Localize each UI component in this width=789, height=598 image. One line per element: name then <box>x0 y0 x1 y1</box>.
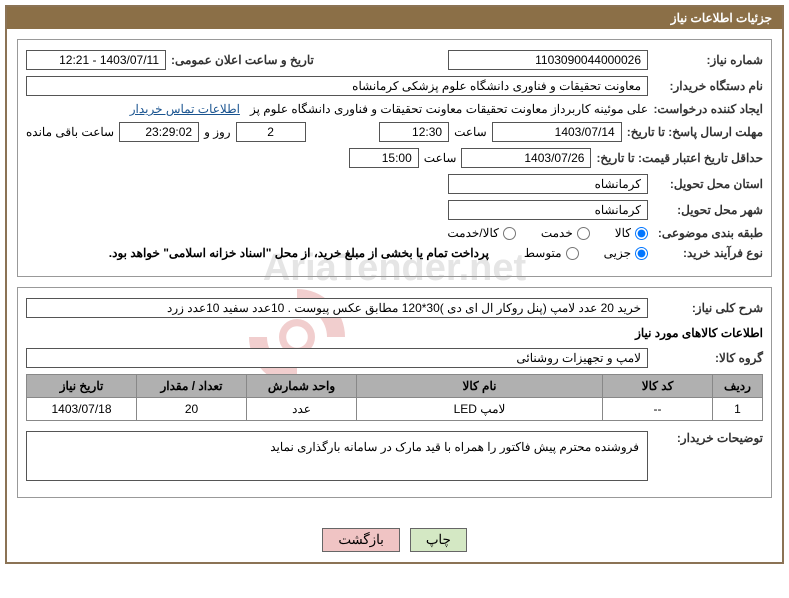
validity-time-field: 15:00 <box>349 148 419 168</box>
row-process: نوع فرآیند خرید: جزیی متوسط پرداخت تمام … <box>26 246 763 260</box>
form-main: شماره نیاز: 1103090044000026 تاریخ و ساع… <box>17 39 772 277</box>
radio-medium-input[interactable] <box>566 247 579 260</box>
items-title: اطلاعات کالاهای مورد نیاز <box>26 326 763 340</box>
cell-name: لامپ LED <box>357 398 603 421</box>
radio-goods-input[interactable] <box>635 227 648 240</box>
button-row: چاپ بازگشت <box>7 518 782 562</box>
row-province: استان محل تحویل: کرمانشاه <box>26 174 763 194</box>
contact-link[interactable]: اطلاعات تماس خریدار <box>130 102 240 116</box>
radio-partial-input[interactable] <box>635 247 648 260</box>
radio-goods[interactable]: کالا <box>615 226 648 240</box>
table-body: 1--لامپ LEDعدد201403/07/18 <box>27 398 763 421</box>
province-field: کرمانشاه <box>448 174 648 194</box>
back-button[interactable]: بازگشت <box>322 528 400 552</box>
page-title: جزئیات اطلاعات نیاز <box>671 11 772 25</box>
cell-date: 1403/07/18 <box>27 398 137 421</box>
radio-service-input[interactable] <box>577 227 590 240</box>
radio-both[interactable]: کالا/خدمت <box>447 226 515 240</box>
time-label-2: ساعت <box>424 151 457 165</box>
th-row: ردیف <box>713 375 763 398</box>
row-group: گروه کالا: لامپ و تجهیزات روشنائی <box>26 348 763 368</box>
deadline-time-field: 12:30 <box>379 122 449 142</box>
deadline-date-field: 1403/07/14 <box>492 122 622 142</box>
requester-value: علی موئینه کاربرداز معاونت تحقیقات معاون… <box>250 102 648 116</box>
main-container: جزئیات اطلاعات نیاز AriaTender.net شماره… <box>5 5 784 564</box>
province-label: استان محل تحویل: <box>653 177 763 191</box>
process-radio-group: جزیی متوسط <box>524 246 648 260</box>
days-field: 2 <box>236 122 306 142</box>
time-label-1: ساعت <box>454 125 487 139</box>
city-field: کرمانشاه <box>448 200 648 220</box>
cell-row: 1 <box>713 398 763 421</box>
row-buyer-notes: توضیحات خریدار: فروشنده محترم پیش فاکتور… <box>26 431 763 481</box>
remain-label: ساعت باقی مانده <box>26 125 114 139</box>
buyer-field: معاونت تحقیقات و فناوری دانشگاه علوم پزش… <box>26 76 648 96</box>
group-label: گروه کالا: <box>653 351 763 365</box>
th-qty: تعداد / مقدار <box>137 375 247 398</box>
form-details: شرح کلی نیاز: خرید 20 عدد لامپ (پنل روکا… <box>17 287 772 498</box>
category-radio-group: کالا خدمت کالا/خدمت <box>447 226 648 240</box>
radio-medium[interactable]: متوسط <box>524 246 579 260</box>
buyer-label: نام دستگاه خریدار: <box>653 79 763 93</box>
days-label: روز و <box>204 125 231 139</box>
th-unit: واحد شمارش <box>247 375 357 398</box>
summary-label: شرح کلی نیاز: <box>653 301 763 315</box>
row-city: شهر محل تحویل: کرمانشاه <box>26 200 763 220</box>
countdown-field: 23:29:02 <box>119 122 199 142</box>
table-row: 1--لامپ LEDعدد201403/07/18 <box>27 398 763 421</box>
row-deadline: مهلت ارسال پاسخ: تا تاریخ: 1403/07/14 سا… <box>26 122 763 142</box>
process-label: نوع فرآیند خرید: <box>653 246 763 260</box>
validity-label: حداقل تاریخ اعتبار قیمت: تا تاریخ: <box>596 151 763 165</box>
row-validity: حداقل تاریخ اعتبار قیمت: تا تاریخ: 1403/… <box>26 148 763 168</box>
radio-service[interactable]: خدمت <box>541 226 590 240</box>
summary-field: خرید 20 عدد لامپ (پنل روکار ال ای دی )30… <box>26 298 648 318</box>
deadline-label: مهلت ارسال پاسخ: تا تاریخ: <box>627 125 763 139</box>
items-table: ردیف کد کالا نام کالا واحد شمارش تعداد /… <box>26 374 763 421</box>
row-requester: ایجاد کننده درخواست: علی موئینه کاربرداز… <box>26 102 763 116</box>
row-need-number: شماره نیاز: 1103090044000026 تاریخ و ساع… <box>26 50 763 70</box>
category-label: طبقه بندی موضوعی: <box>653 226 763 240</box>
row-summary: شرح کلی نیاز: خرید 20 عدد لامپ (پنل روکا… <box>26 298 763 318</box>
announce-field: 1403/07/11 - 12:21 <box>26 50 166 70</box>
content-area: AriaTender.net شماره نیاز: 1103090044000… <box>7 29 782 518</box>
need-number-label: شماره نیاز: <box>653 53 763 67</box>
group-field: لامپ و تجهیزات روشنائی <box>26 348 648 368</box>
cell-unit: عدد <box>247 398 357 421</box>
validity-date-field: 1403/07/26 <box>461 148 591 168</box>
table-header-row: ردیف کد کالا نام کالا واحد شمارش تعداد /… <box>27 375 763 398</box>
announce-label: تاریخ و ساعت اعلان عمومی: <box>171 53 314 67</box>
page-title-bar: جزئیات اطلاعات نیاز <box>7 7 782 29</box>
cell-code: -- <box>603 398 713 421</box>
row-category: طبقه بندی موضوعی: کالا خدمت کالا/خدمت <box>26 226 763 240</box>
th-name: نام کالا <box>357 375 603 398</box>
buyer-notes-field: فروشنده محترم پیش فاکتور را همراه با قید… <box>26 431 648 481</box>
cell-qty: 20 <box>137 398 247 421</box>
radio-both-input[interactable] <box>503 227 516 240</box>
th-date: تاریخ نیاز <box>27 375 137 398</box>
payment-note: پرداخت تمام یا بخشی از مبلغ خرید، از محل… <box>109 246 489 260</box>
requester-label: ایجاد کننده درخواست: <box>653 102 763 116</box>
print-button[interactable]: چاپ <box>410 528 467 552</box>
city-label: شهر محل تحویل: <box>653 203 763 217</box>
radio-partial[interactable]: جزیی <box>604 246 648 260</box>
row-buyer: نام دستگاه خریدار: معاونت تحقیقات و فناو… <box>26 76 763 96</box>
need-number-field: 1103090044000026 <box>448 50 648 70</box>
th-code: کد کالا <box>603 375 713 398</box>
buyer-notes-label: توضیحات خریدار: <box>653 431 763 445</box>
